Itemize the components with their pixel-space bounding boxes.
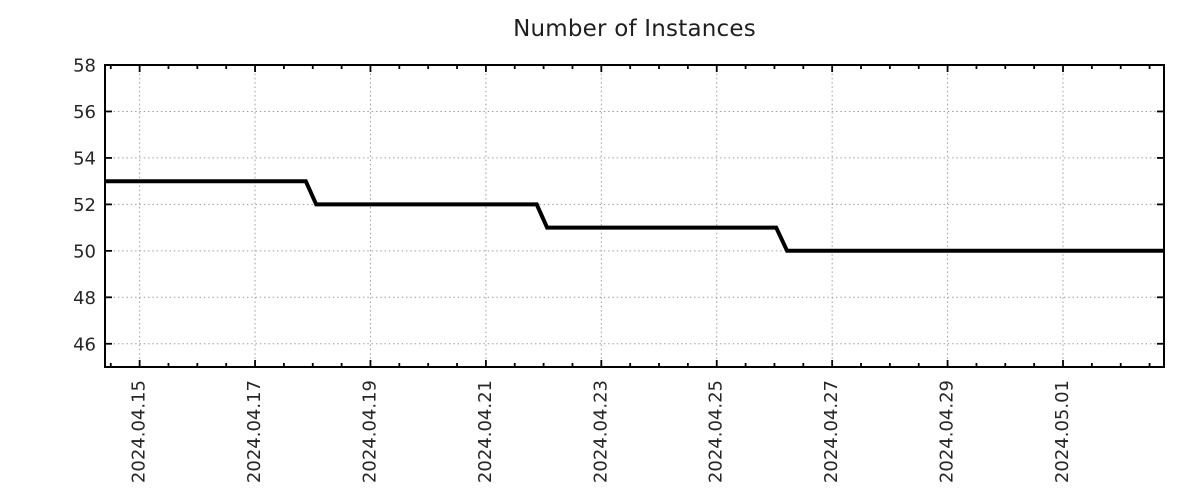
x-tick-label: 2024.04.15 bbox=[129, 380, 150, 483]
y-tick-label: 48 bbox=[73, 288, 96, 309]
x-tick-label: 2024.04.21 bbox=[475, 380, 496, 483]
y-tick-label: 56 bbox=[73, 102, 96, 123]
y-tick-label: 50 bbox=[73, 241, 96, 262]
y-tick-label: 58 bbox=[73, 56, 96, 77]
step-line bbox=[105, 179, 1164, 253]
x-tick-label: 2024.05.01 bbox=[1052, 380, 1073, 483]
plot-frame bbox=[104, 64, 1165, 368]
axis-ticks bbox=[105, 64, 1164, 367]
x-tick-labels: 2024.04.15 2024.04.17 2024.04.19 2024.04.21… bbox=[129, 380, 1073, 483]
plot-border bbox=[104, 64, 1165, 368]
y-tick-labels: 46 48 50 52 54 56 58 bbox=[73, 56, 96, 356]
data-series bbox=[105, 179, 1164, 253]
chart-title: Number of Instances bbox=[513, 16, 756, 42]
x-tick-label: 2024.04.19 bbox=[359, 380, 380, 483]
y-tick-label: 46 bbox=[73, 334, 96, 355]
x-tick-label: 2024.04.17 bbox=[244, 380, 265, 483]
x-tick-label: 2024.04.27 bbox=[821, 380, 842, 483]
x-tick-label: 2024.04.25 bbox=[706, 380, 727, 483]
y-tick-label: 52 bbox=[73, 195, 96, 216]
gridlines bbox=[105, 65, 1164, 367]
y-tick-label: 54 bbox=[73, 148, 96, 169]
x-tick-label: 2024.04.29 bbox=[937, 380, 958, 483]
x-tick-label: 2024.04.23 bbox=[590, 380, 611, 483]
